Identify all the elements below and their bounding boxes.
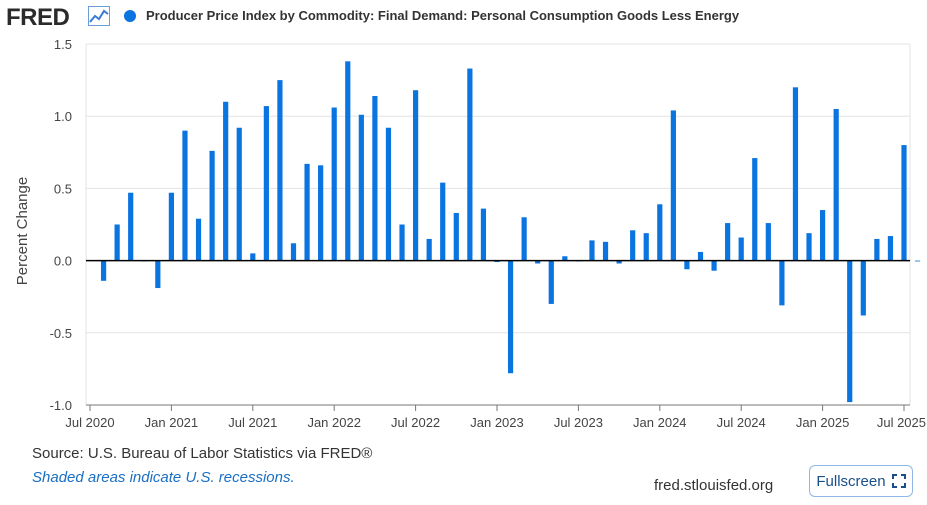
bar[interactable]	[792, 87, 799, 261]
y-tick-label: 1.0	[54, 109, 72, 124]
y-tick-label: 0.5	[54, 181, 72, 196]
bar[interactable]	[385, 127, 392, 261]
x-tick-label: Jan 2022	[307, 415, 361, 430]
bar[interactable]	[562, 256, 568, 261]
bar[interactable]	[602, 241, 609, 261]
bar[interactable]	[630, 230, 636, 261]
bar[interactable]	[440, 182, 446, 261]
bar[interactable]	[236, 127, 242, 261]
bar[interactable]	[521, 217, 527, 261]
bar[interactable]	[589, 240, 595, 261]
x-tick-label: Jan 2025	[796, 415, 850, 430]
y-tick-label: -0.5	[50, 326, 72, 341]
bar[interactable]	[779, 260, 785, 306]
chart-header: FRED Producer Price Index by Commodity: …	[0, 0, 927, 34]
bar[interactable]	[345, 61, 351, 261]
source-note: Source: U.S. Bureau of Labor Statistics …	[32, 445, 373, 462]
bar[interactable]	[860, 260, 866, 316]
bar[interactable]	[467, 68, 473, 261]
bar[interactable]	[684, 260, 690, 270]
bar[interactable]	[507, 260, 514, 374]
bar[interactable]	[128, 192, 134, 261]
bar[interactable]	[182, 130, 188, 261]
bar[interactable]	[263, 106, 269, 261]
bar[interactable]	[480, 208, 487, 261]
bar[interactable]	[277, 80, 283, 261]
bar-series[interactable]	[100, 61, 921, 403]
bar[interactable]	[100, 260, 107, 281]
x-tick-label: Jul 2020	[65, 415, 114, 430]
trend-line-icon	[88, 6, 110, 26]
bar[interactable]	[223, 101, 229, 261]
bar[interactable]	[711, 260, 717, 271]
bar[interactable]	[168, 192, 174, 261]
fullscreen-label: Fullscreen	[816, 472, 886, 490]
legend-marker	[124, 10, 136, 22]
bar[interactable]	[304, 163, 310, 261]
bar[interactable]	[453, 212, 459, 261]
bar[interactable]	[399, 224, 405, 261]
bar[interactable]	[250, 253, 256, 261]
fred-url[interactable]: fred.stlouisfed.org	[654, 477, 774, 494]
x-tick-label: Jul 2024	[717, 415, 766, 430]
recession-note: Shaded areas indicate U.S. recessions.	[32, 469, 295, 486]
x-tick-label: Jan 2021	[145, 415, 199, 430]
x-tick-label: Jan 2023	[470, 415, 524, 430]
fullscreen-button[interactable]: Fullscreen	[809, 465, 913, 497]
bar[interactable]	[548, 260, 554, 304]
legend-series-title: Producer Price Index by Commodity: Final…	[146, 8, 740, 23]
bar[interactable]	[725, 223, 731, 261]
x-tick-label: Jan 2024	[633, 415, 687, 430]
bar[interactable]	[643, 233, 649, 261]
bar[interactable]	[847, 260, 853, 403]
x-tick-label: Jul 2025	[877, 415, 926, 430]
bar[interactable]	[901, 145, 907, 261]
bar[interactable]	[820, 210, 826, 261]
bar[interactable]	[358, 114, 364, 261]
bar[interactable]	[833, 108, 839, 261]
bar[interactable]	[616, 260, 622, 264]
bar[interactable]	[372, 95, 378, 261]
bar[interactable]	[195, 218, 202, 261]
fullscreen-corners-icon	[891, 474, 906, 488]
x-tick-label: Jul 2021	[228, 415, 277, 430]
x-tick-label: Jul 2023	[554, 415, 603, 430]
bar[interactable]	[657, 204, 663, 261]
bar[interactable]	[752, 158, 758, 261]
y-tick-label: -1.0	[50, 398, 72, 413]
bar[interactable]	[697, 251, 704, 261]
bar[interactable]	[914, 260, 921, 262]
bar[interactable]	[331, 107, 337, 261]
bar-chart[interactable]: 1.5 1.0 0.5 0.0 -0.5 -1.0 Jul 2020 Jan 2021 Jul …	[0, 34, 927, 439]
x-tick-label: Jul 2022	[391, 415, 440, 430]
bar[interactable]	[887, 236, 894, 261]
y-axis-label: Percent Change	[14, 177, 31, 285]
bar[interactable]	[670, 110, 676, 261]
y-tick-label: 0.0	[54, 254, 72, 269]
bar[interactable]	[413, 90, 419, 261]
bar[interactable]	[874, 238, 880, 261]
bar[interactable]	[765, 223, 771, 261]
bar[interactable]	[290, 243, 297, 261]
bar[interactable]	[535, 260, 541, 264]
axes: 1.5 1.0 0.5 0.0 -0.5 -1.0 Jul 2020 Jan 2021 Jul …	[50, 37, 926, 430]
bar[interactable]	[738, 237, 744, 261]
y-tick-label: 1.5	[54, 37, 72, 52]
fred-logo[interactable]: FRED	[6, 4, 70, 31]
bar[interactable]	[209, 150, 215, 261]
bar[interactable]	[155, 260, 161, 289]
bar[interactable]	[426, 238, 432, 261]
bar[interactable]	[114, 224, 120, 261]
bar[interactable]	[318, 165, 324, 261]
bar[interactable]	[806, 233, 812, 261]
